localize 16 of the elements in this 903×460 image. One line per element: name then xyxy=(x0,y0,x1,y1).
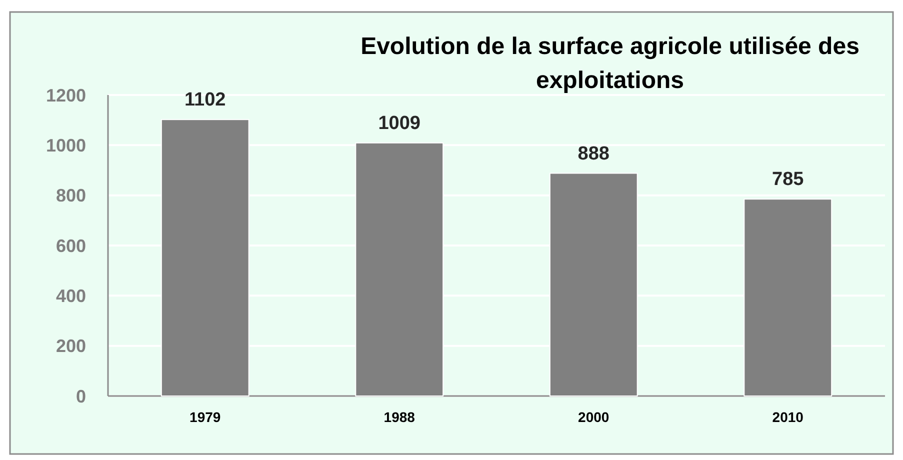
y-tick-label: 200 xyxy=(56,336,86,356)
x-tick-label: 2010 xyxy=(772,409,804,425)
y-tick-label: 1200 xyxy=(46,85,86,106)
data-label: 785 xyxy=(772,169,804,190)
y-tick-label: 800 xyxy=(56,186,86,206)
data-label: 1102 xyxy=(184,90,226,111)
data-label: 888 xyxy=(578,143,610,164)
y-tick-label: 0 xyxy=(76,386,86,406)
y-tick-label: 400 xyxy=(56,286,86,306)
data-label: 1009 xyxy=(378,112,421,134)
y-tick-label: 600 xyxy=(56,236,86,256)
y-tick-label: 1000 xyxy=(46,135,86,156)
x-tick-label: 1979 xyxy=(190,409,221,425)
chart-title: Evolution de la surface agricole utilisée des exploitations xyxy=(360,33,860,94)
x-tick-label: 2000 xyxy=(578,409,610,425)
x-tick-label: 1988 xyxy=(384,409,416,425)
